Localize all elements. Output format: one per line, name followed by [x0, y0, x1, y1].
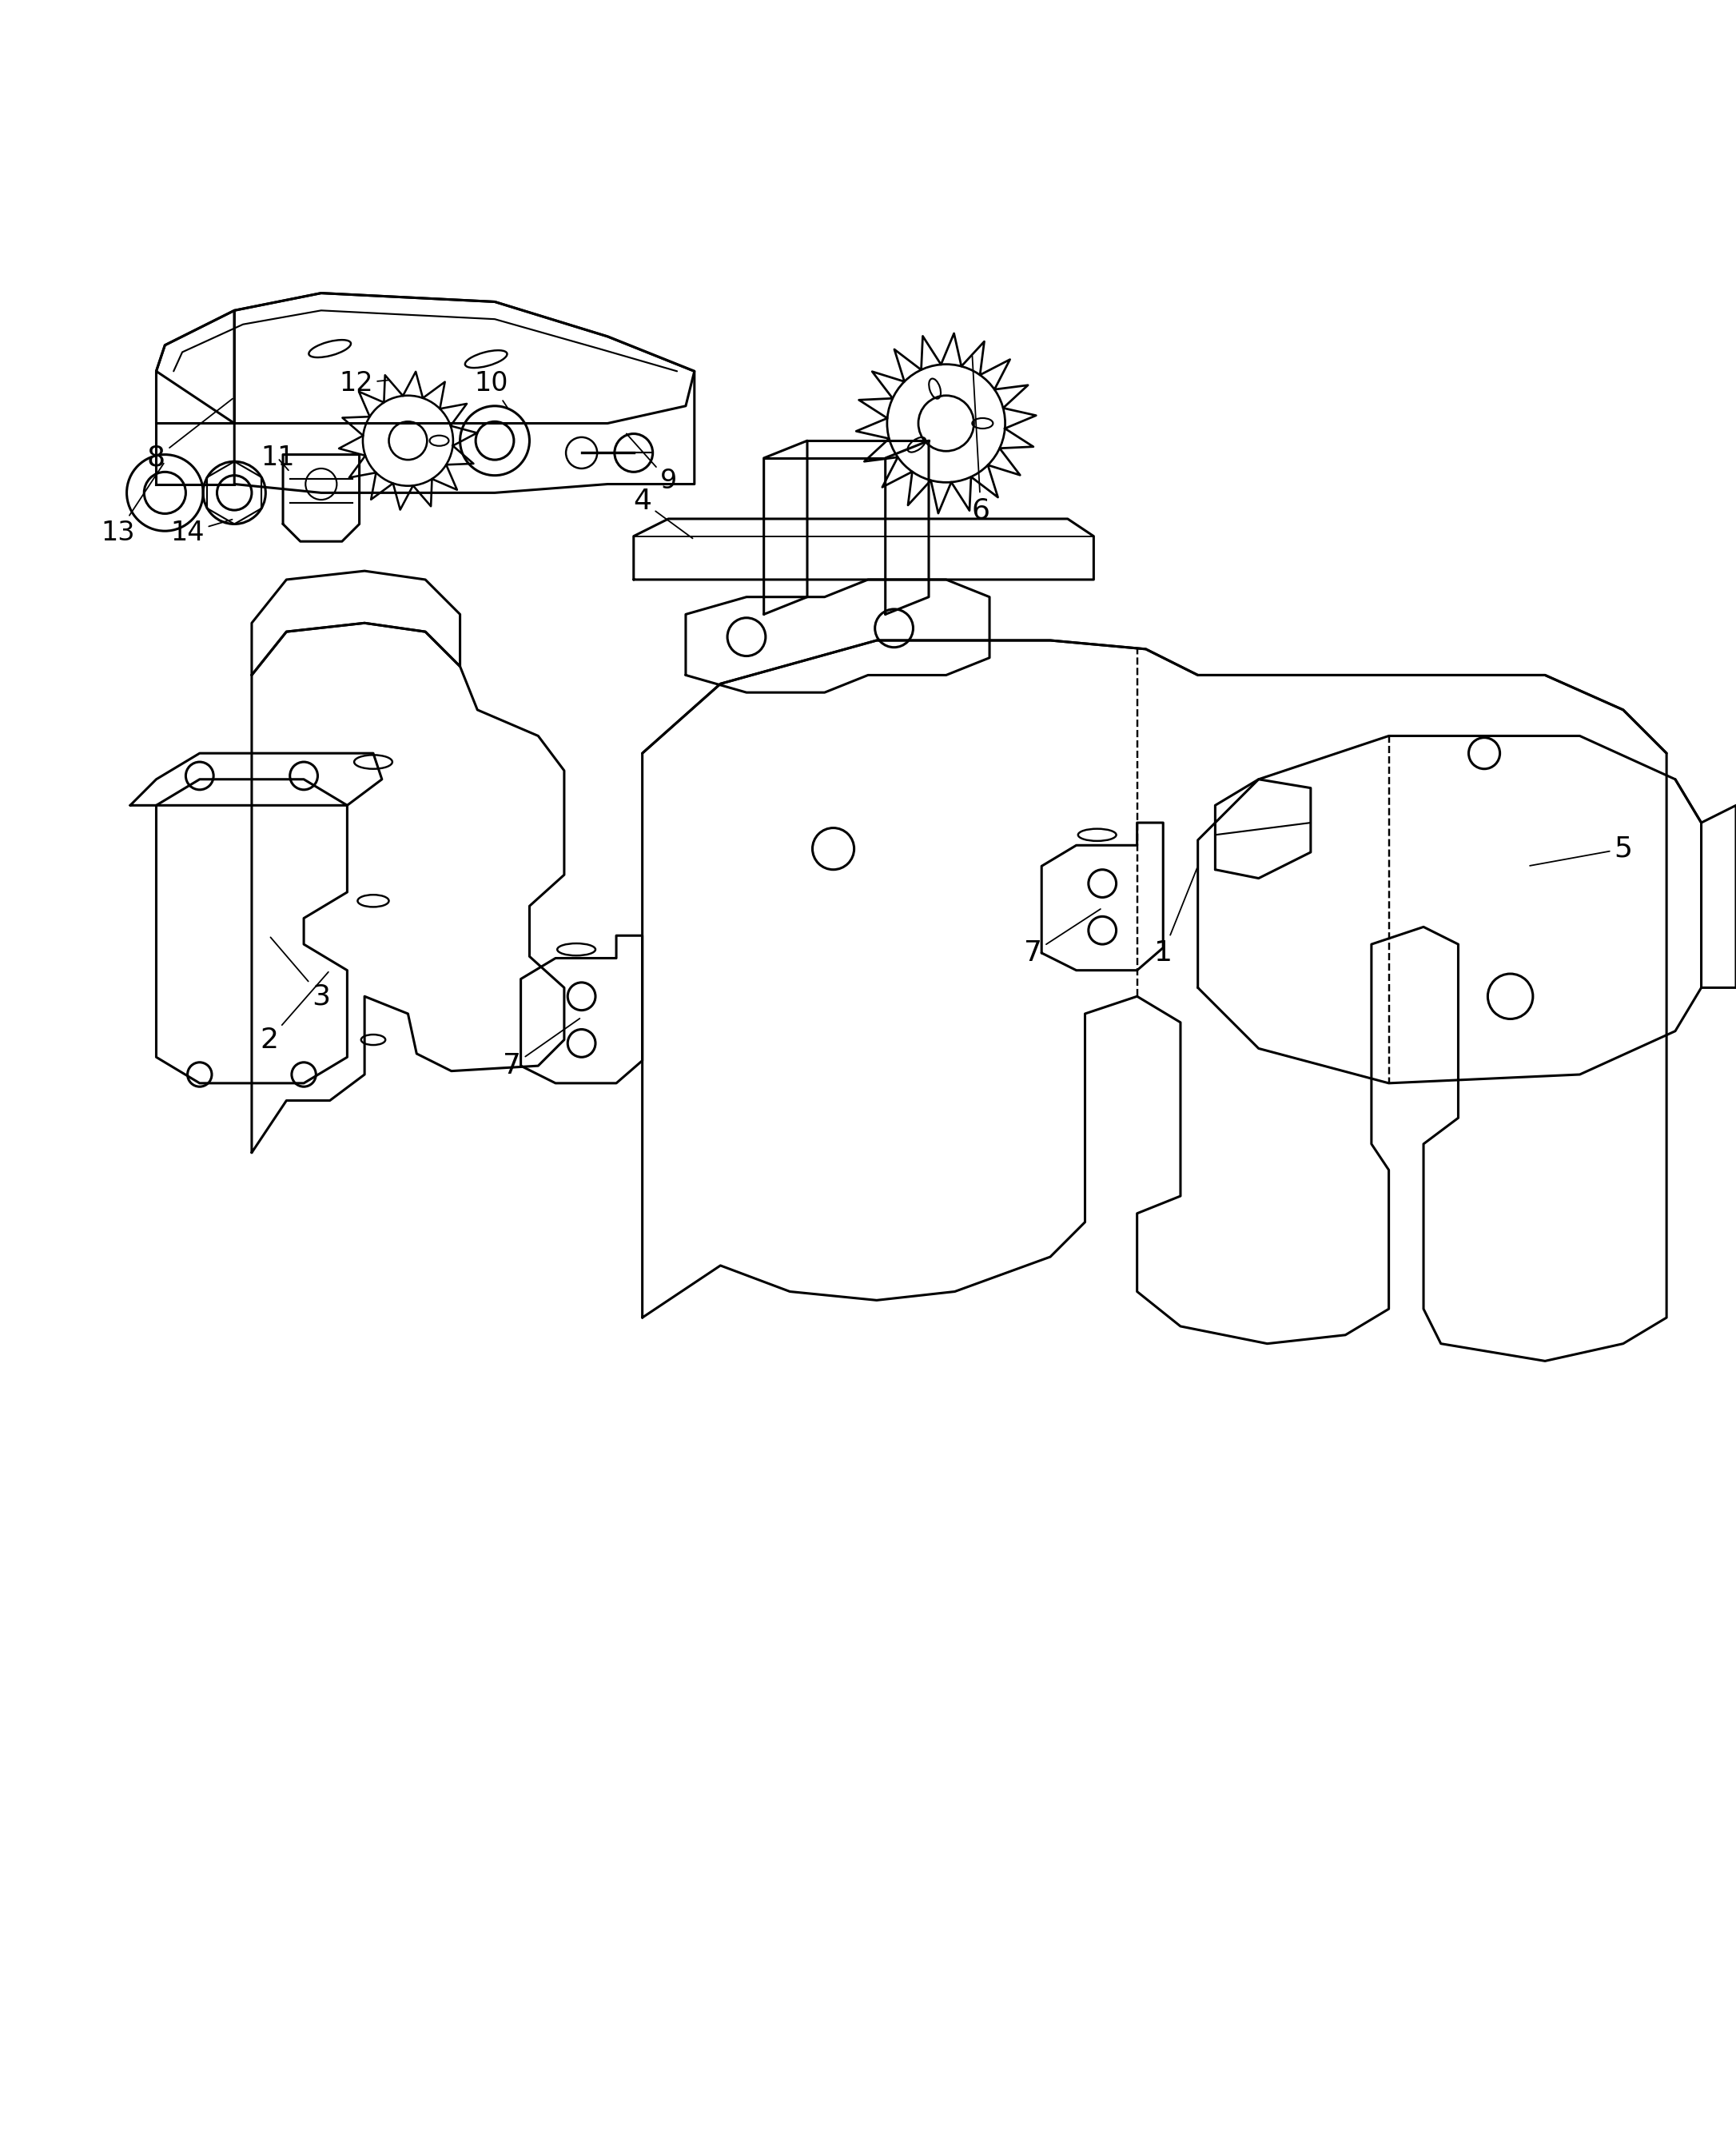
- Text: 3: 3: [271, 937, 330, 1010]
- Text: 7: 7: [503, 1019, 580, 1079]
- Text: 12: 12: [339, 370, 389, 398]
- Text: 5: 5: [1529, 836, 1632, 866]
- Text: 7: 7: [1024, 909, 1101, 967]
- Text: 11: 11: [260, 445, 295, 471]
- Text: 4: 4: [634, 488, 693, 539]
- Text: 8: 8: [148, 400, 233, 471]
- Text: 14: 14: [170, 520, 233, 546]
- Text: 10: 10: [474, 370, 509, 408]
- Text: 9: 9: [627, 434, 677, 494]
- Text: 2: 2: [260, 971, 328, 1053]
- Text: 13: 13: [101, 464, 163, 546]
- Text: 6: 6: [972, 357, 990, 524]
- Text: 1: 1: [1154, 868, 1198, 967]
